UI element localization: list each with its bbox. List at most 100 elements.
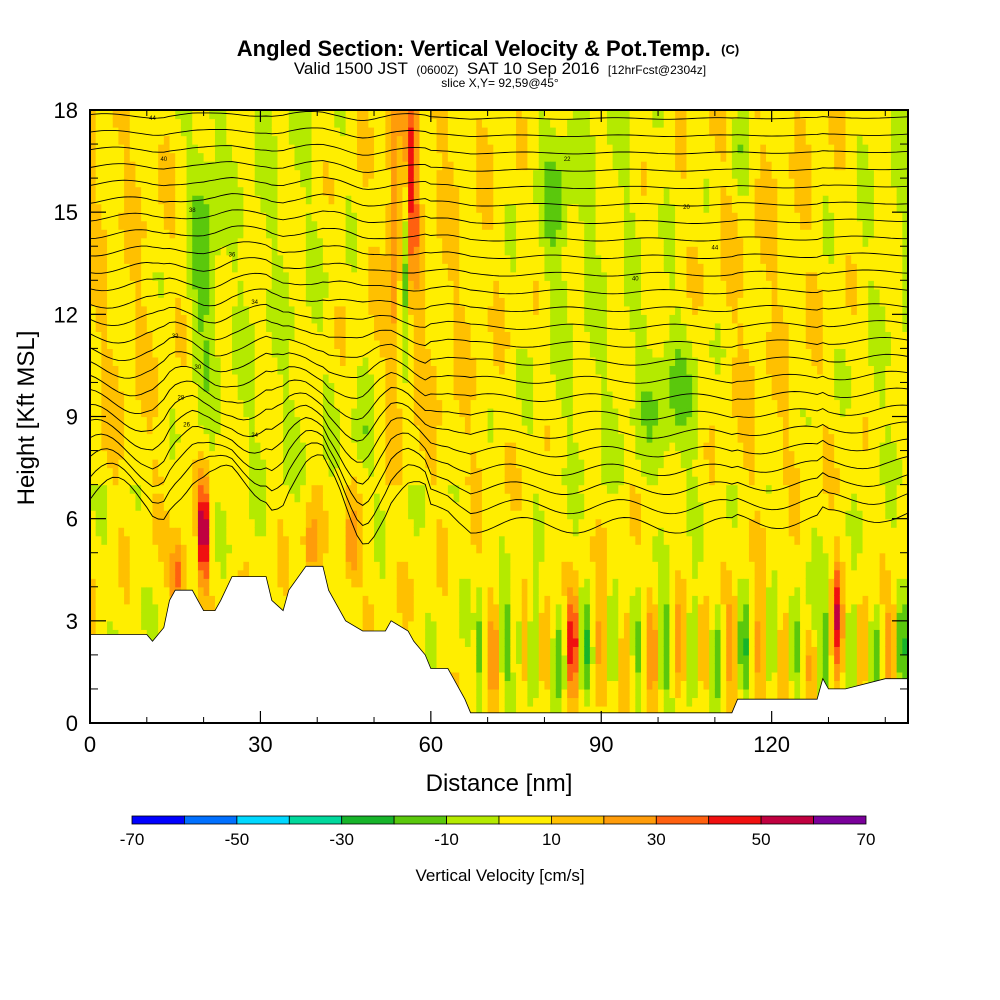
field-cell	[277, 288, 284, 298]
field-cell	[271, 535, 279, 545]
field-cell	[368, 186, 375, 196]
field-cell	[374, 365, 381, 375]
field-cell	[129, 629, 137, 639]
field-cell	[476, 561, 483, 571]
field-cell	[180, 552, 188, 562]
field-cell	[300, 476, 307, 486]
field-cell	[283, 484, 290, 494]
field-cell	[339, 212, 347, 222]
field-cell	[124, 297, 131, 307]
field-cell	[464, 152, 472, 162]
field-cell	[209, 263, 216, 273]
field-cell	[442, 254, 449, 264]
field-cell	[305, 110, 313, 120]
field-cell	[356, 144, 364, 154]
field-cell	[163, 339, 171, 349]
field-cell	[226, 501, 233, 511]
field-cell	[447, 476, 455, 486]
field-cell	[402, 237, 409, 247]
field-cell	[459, 467, 466, 477]
field-cell	[459, 314, 466, 324]
field-cell	[402, 288, 409, 298]
field-cell	[311, 356, 318, 367]
field-cell	[214, 305, 222, 315]
field-cell	[442, 322, 449, 332]
field-cell	[317, 237, 324, 247]
field-cell	[470, 595, 477, 605]
field-cell	[146, 246, 154, 256]
field-cell	[169, 569, 176, 579]
field-cell	[180, 118, 188, 128]
field-cell	[146, 373, 154, 384]
field-cell	[459, 186, 466, 196]
field-cell	[124, 322, 131, 332]
field-cell	[476, 305, 483, 315]
field-cell	[180, 407, 188, 418]
field-cell	[152, 544, 159, 554]
field-cell	[356, 501, 364, 511]
field-cell	[169, 314, 176, 324]
field-cell	[254, 527, 262, 537]
field-cell	[146, 178, 154, 188]
field-cell	[232, 467, 239, 477]
field-cell	[396, 518, 404, 528]
field-cell	[396, 348, 404, 358]
field-cell	[322, 152, 330, 162]
field-cell	[101, 314, 108, 324]
field-cell	[232, 280, 239, 290]
field-cell	[288, 399, 296, 409]
field-cell	[464, 263, 472, 273]
field-cell	[470, 510, 477, 520]
field-cell	[129, 322, 137, 332]
field-cell	[152, 569, 159, 579]
field-cell	[476, 425, 483, 435]
field-cell	[385, 450, 392, 460]
field-cell	[112, 144, 119, 154]
field-cell	[413, 450, 421, 460]
field-cell	[385, 442, 392, 452]
field-cell	[334, 365, 341, 375]
field-cell	[442, 527, 449, 537]
field-cell	[459, 510, 466, 520]
field-cell	[300, 518, 307, 528]
field-cell	[180, 331, 188, 341]
field-cell	[101, 535, 108, 545]
field-cell	[112, 263, 119, 273]
field-cell	[152, 620, 159, 630]
field-cell	[90, 203, 97, 213]
field-cell	[413, 637, 421, 647]
field-cell	[152, 152, 159, 162]
field-cell	[203, 595, 210, 605]
field-cell	[175, 280, 182, 290]
field-cell	[459, 288, 466, 298]
field-cell	[192, 484, 199, 494]
field-cell	[294, 450, 301, 460]
field-cell	[254, 135, 262, 145]
field-cell	[305, 518, 313, 528]
field-cell	[266, 578, 273, 588]
field-cell	[300, 510, 307, 520]
field-cell	[345, 280, 352, 290]
field-cell	[152, 280, 159, 290]
field-cell	[254, 322, 262, 332]
field-cell	[447, 169, 455, 179]
field-cell	[146, 237, 154, 247]
field-cell	[101, 578, 108, 588]
field-cell	[368, 578, 375, 588]
field-cell	[197, 152, 205, 162]
field-cell	[192, 280, 199, 290]
field-cell	[345, 288, 352, 298]
field-cell	[419, 646, 426, 656]
field-cell	[101, 484, 108, 494]
field-cell	[453, 442, 460, 452]
field-cell	[203, 603, 210, 613]
field-cell	[254, 425, 262, 435]
field-cell	[129, 229, 137, 239]
field-cell	[266, 305, 273, 315]
field-cell	[402, 246, 409, 256]
field-cell	[459, 450, 466, 460]
field-cell	[447, 484, 455, 494]
field-cell	[311, 510, 318, 520]
field-cell	[476, 322, 483, 332]
field-cell	[158, 569, 165, 579]
